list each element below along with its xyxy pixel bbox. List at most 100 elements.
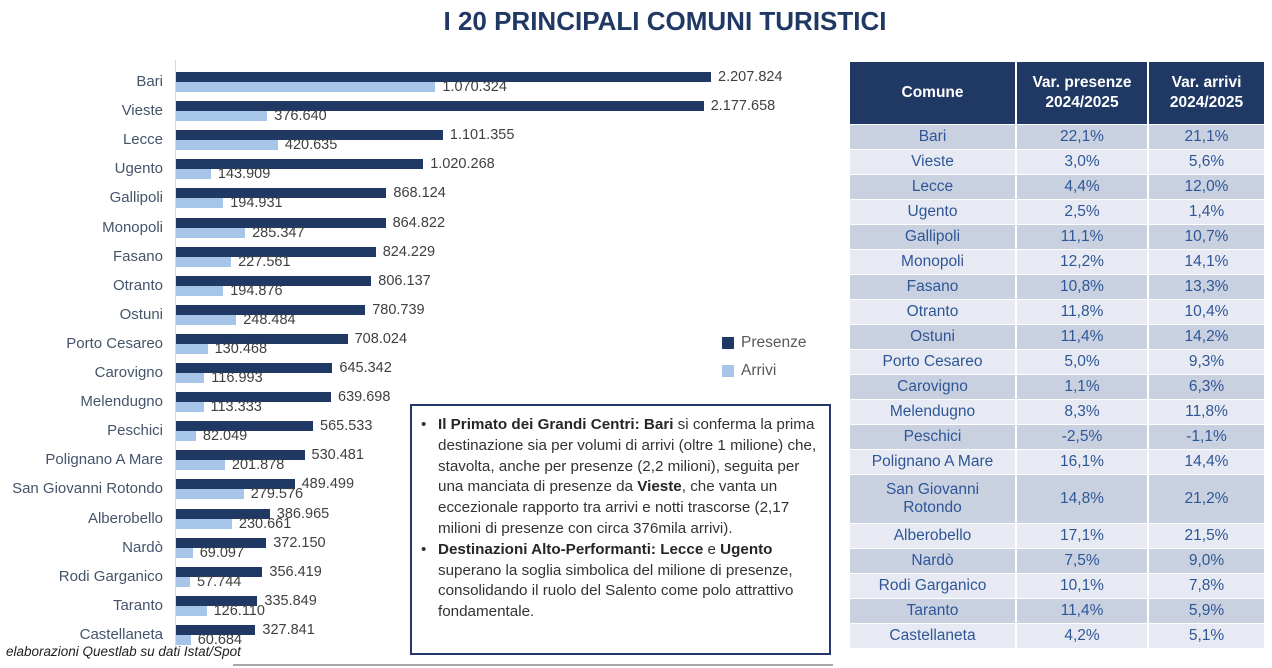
value-label-arrivi: 279.576 <box>250 486 304 503</box>
bar-group: 1.101.355 420.635 <box>176 124 836 153</box>
value-label-arrivi: 1.070.324 <box>442 79 507 95</box>
table-row: Carovigno 1,1% 6,3% <box>850 375 1264 399</box>
cell-comune: Vieste <box>850 150 1015 174</box>
table-row: Vieste 3,0% 5,6% <box>850 150 1264 174</box>
cell-var-presenze: 11,8% <box>1017 300 1147 324</box>
cell-comune: Porto Cesareo <box>850 350 1015 374</box>
variation-table: Comune Var. presenze 2024/2025 Var. arrivi… <box>850 62 1264 649</box>
header-cell: Var. presenze 2024/2025 <box>1017 62 1147 124</box>
bar-group: 708.024 130.468 <box>176 328 836 357</box>
cell-comune: Castellaneta <box>850 624 1015 648</box>
cell-comune: Fasano <box>850 275 1015 299</box>
chart-row: Castellaneta 327.841 60.684 <box>0 619 836 648</box>
table-row: Bari 22,1% 21,1% <box>850 125 1264 149</box>
cell-var-arrivi: 10,4% <box>1149 300 1264 324</box>
table-row: Ugento 2,5% 1,4% <box>850 200 1264 224</box>
bar-group: 824.229 227.561 <box>176 241 836 270</box>
value-label-arrivi: 285.347 <box>252 224 305 241</box>
cell-var-arrivi: 7,8% <box>1149 574 1264 598</box>
cell-var-presenze: 14,8% <box>1017 475 1147 523</box>
cell-comune: Taranto <box>850 599 1015 623</box>
category-label: Lecce <box>122 131 163 149</box>
chart-row: Alberobello 386.965 230.661 <box>0 503 836 532</box>
table-row: Porto Cesareo 5,0% 9,3% <box>850 350 1264 374</box>
bar-presenze <box>176 72 711 82</box>
cell-var-arrivi: 21,5% <box>1149 524 1264 548</box>
value-label-presenze: 1.020.268 <box>430 156 495 173</box>
chart-row: Melendugno 639.698 113.333 <box>0 386 836 415</box>
chart-row: Carovigno 645.342 116.993 <box>0 357 836 386</box>
cell-var-arrivi: 14,2% <box>1149 325 1264 349</box>
cell-var-presenze: 1,1% <box>1017 375 1147 399</box>
table-row: Rodi Garganico 10,1% 7,8% <box>850 574 1264 598</box>
bar-presenze <box>176 159 424 170</box>
cell-var-presenze: 2,5% <box>1017 200 1147 224</box>
value-label-arrivi: 230.661 <box>238 515 292 532</box>
bar-presenze <box>176 130 443 141</box>
cell-var-arrivi: 5,6% <box>1149 150 1264 174</box>
bar-group: 372.150 69.097 <box>176 532 836 561</box>
bar-arrivi <box>176 489 244 500</box>
cell-var-presenze: 3,0% <box>1017 150 1147 174</box>
bar-presenze <box>176 333 348 344</box>
table-row: Alberobello 17,1% 21,5% <box>850 524 1264 548</box>
bar-chart: Bari 2.207.824 1.070.324 Vieste 2.177.658 376… <box>0 60 836 652</box>
chart-row: Otranto 806.137 194.876 <box>0 270 836 299</box>
legend-swatch-arrivi <box>722 365 734 377</box>
chart-row: San Giovanni Rotondo 489.499 279.576 <box>0 473 836 502</box>
bar-presenze <box>176 566 263 577</box>
category-label: Ugento <box>114 160 163 178</box>
cell-comune: Bari <box>850 125 1015 149</box>
chart-row: Bari 2.207.824 1.070.324 <box>0 66 836 95</box>
bar-group: 1.020.268 143.909 <box>176 153 836 182</box>
cell-var-presenze: 4,2% <box>1017 624 1147 648</box>
bar-arrivi <box>176 82 436 92</box>
cell-comune: Lecce <box>850 175 1015 199</box>
bottom-divider <box>233 664 833 666</box>
cell-var-arrivi: 11,8% <box>1149 400 1264 424</box>
value-label-presenze: 335.849 <box>264 592 317 609</box>
cell-comune: Monopoli <box>850 250 1015 274</box>
bar-presenze <box>176 595 258 606</box>
bar-group: 335.849 126.110 <box>176 590 836 619</box>
value-label-presenze: 530.481 <box>311 447 364 464</box>
bar-presenze <box>176 479 295 490</box>
bar-group: 864.822 285.347 <box>176 212 836 241</box>
category-label: Rodi Garganico <box>58 567 163 585</box>
category-label: San Giovanni Rotondo <box>12 480 163 498</box>
bar-presenze <box>176 392 331 403</box>
value-label-presenze: 1.101.355 <box>449 127 515 144</box>
footnote: elaborazioni Questlab su dati Istat/Spot <box>6 644 241 659</box>
bar-group: 2.177.658 376.640 <box>176 95 836 124</box>
value-label-presenze: 806.137 <box>378 272 431 289</box>
bar-group: 489.499 279.576 <box>176 473 836 502</box>
value-label-presenze: 565.533 <box>320 418 373 435</box>
value-label-presenze: 386.965 <box>276 505 330 522</box>
category-label: Melendugno <box>80 393 163 411</box>
table-header: Comune Var. presenze 2024/2025 Var. arrivi… <box>850 62 1264 124</box>
value-label-presenze: 2.177.658 <box>710 98 776 115</box>
bar-presenze <box>176 246 376 257</box>
cell-comune: Otranto <box>850 300 1015 324</box>
value-label-arrivi: 248.484 <box>243 311 296 328</box>
chart-row: Peschici 565.533 82.049 <box>0 415 836 444</box>
cell-var-presenze: 16,1% <box>1017 450 1147 474</box>
bullet-text: Il Primato dei Grandi Centri: Bari si co… <box>438 416 817 537</box>
cell-comune: Polignano A Mare <box>850 450 1015 474</box>
cell-var-presenze: -2,5% <box>1017 425 1147 449</box>
cell-var-arrivi: 1,4% <box>1149 200 1264 224</box>
value-label-presenze: 868.124 <box>393 185 446 202</box>
chart-row: Ostuni 780.739 248.484 <box>0 299 836 328</box>
value-label-presenze: 372.150 <box>273 534 326 551</box>
value-label-presenze: 489.499 <box>301 476 355 493</box>
value-label-presenze: 356.419 <box>269 563 322 580</box>
bar-group: 530.481 201.878 <box>176 444 836 473</box>
chart-row: Porto Cesareo 708.024 130.468 <box>0 328 836 357</box>
page-title: I 20 PRINCIPALI COMUNI TURISTICI <box>443 6 887 36</box>
bar-arrivi <box>176 518 232 529</box>
cell-comune: Rodi Garganico <box>850 574 1015 598</box>
bar-presenze <box>176 363 333 373</box>
cell-var-presenze: 11,1% <box>1017 225 1147 249</box>
table-row: Melendugno 8,3% 11,8% <box>850 400 1264 424</box>
bullet-text: Destinazioni Alto-Performanti: Lecce e U… <box>438 540 794 621</box>
